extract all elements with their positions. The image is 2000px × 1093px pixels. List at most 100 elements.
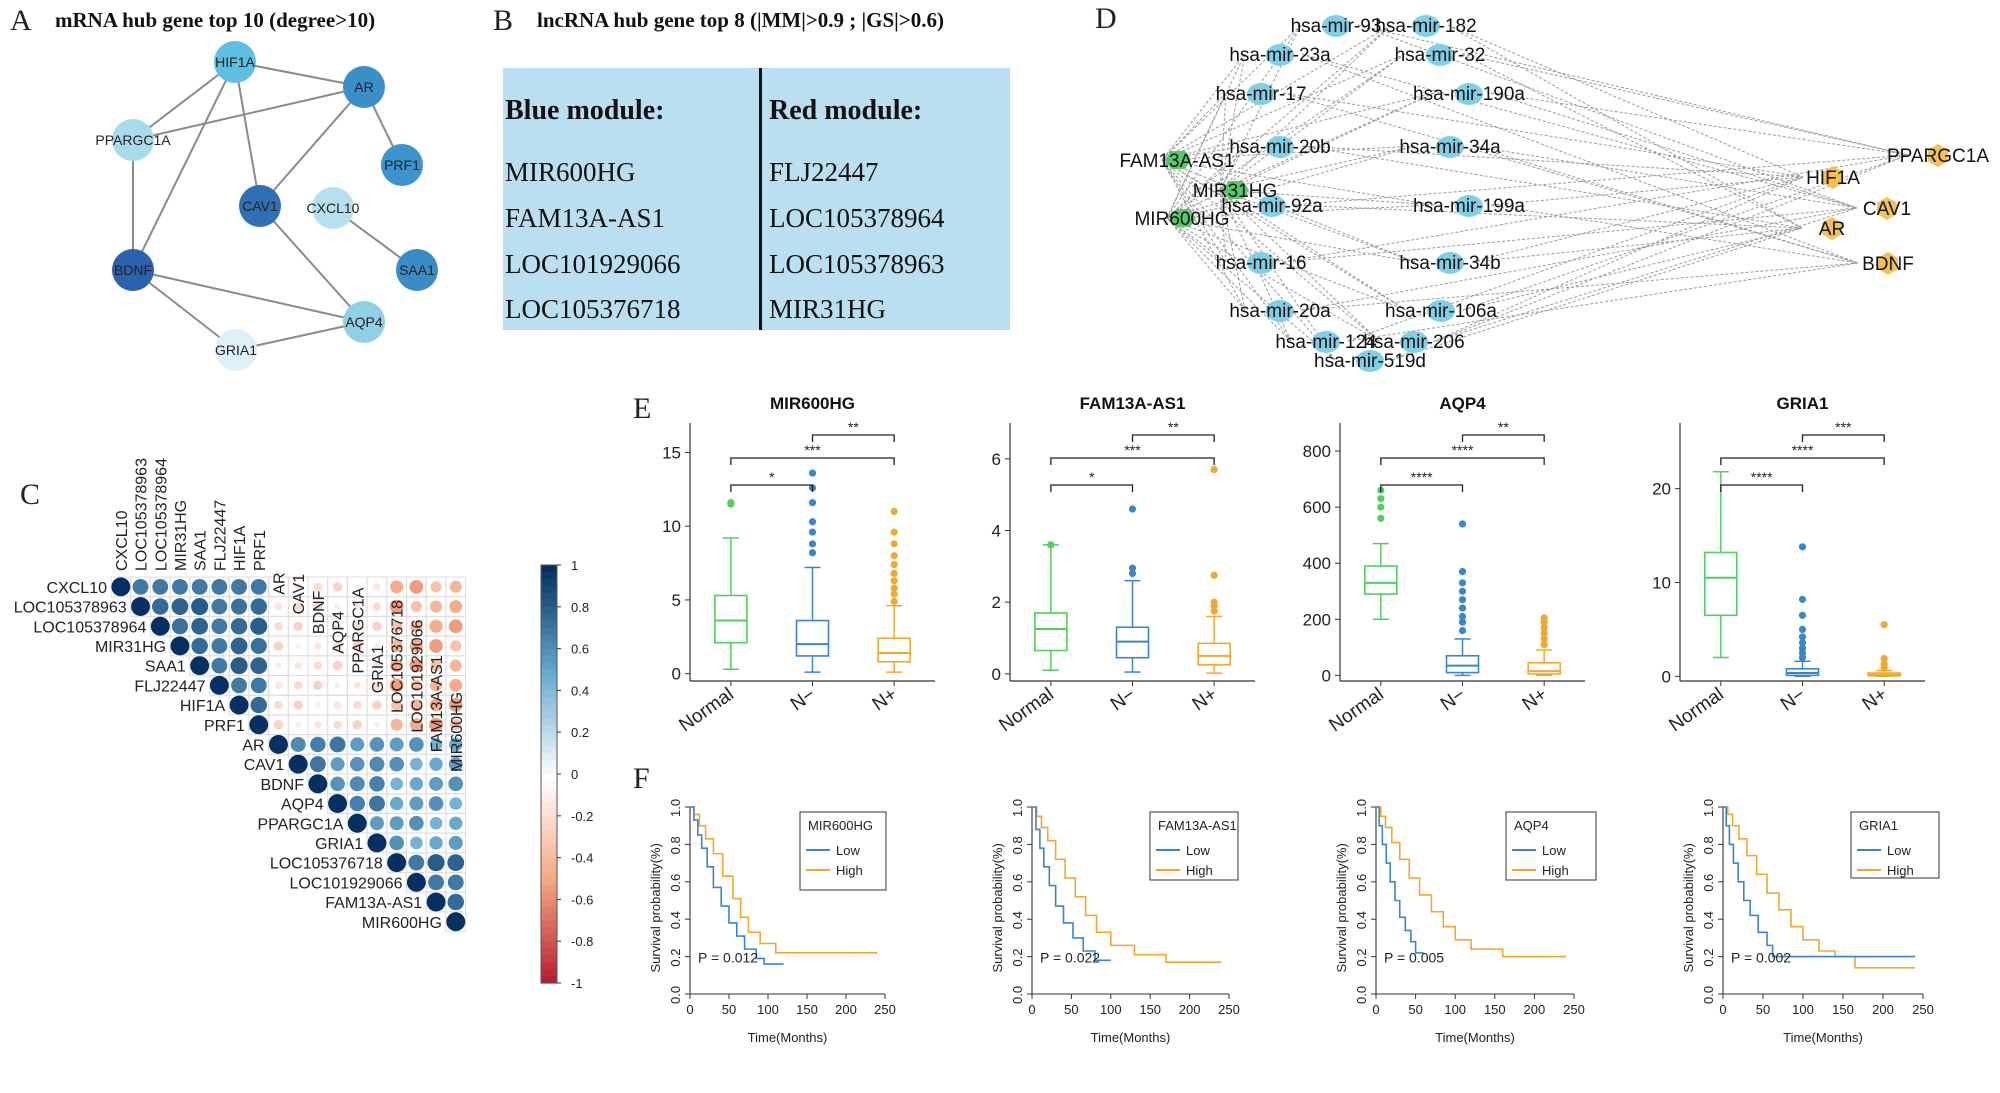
correlation-circle [353, 681, 361, 690]
box-outlier [1798, 595, 1807, 603]
y-tick-label: 0.2 [1354, 949, 1369, 967]
mirna-node-label: hsa-mir-16 [1216, 253, 1307, 274]
survival-line-low [690, 806, 784, 965]
correlation-circle [191, 578, 208, 595]
gene-node-label: BDNF [114, 262, 152, 278]
y-tick-label: 1.0 [1354, 799, 1369, 817]
y-tick-label: 0 [992, 665, 1001, 684]
colorbar-segment [541, 920, 557, 928]
y-tick-label: 0.0 [1701, 986, 1716, 1004]
y-tick-label: 800 [1303, 442, 1331, 461]
x-tick-label: 0 [686, 1002, 693, 1017]
x-tick-label: 0 [1028, 1002, 1035, 1017]
correlation-circle [131, 597, 151, 617]
correlation-circle [170, 636, 190, 656]
network-edge [1357, 24, 1909, 156]
significance-bracket [1050, 484, 1134, 492]
colorbar-segment [541, 627, 557, 636]
x-tick-label: 150 [1484, 1002, 1506, 1017]
correlation-circle [429, 836, 443, 850]
network-edge [1219, 189, 1407, 311]
box-outlier [1540, 629, 1548, 637]
correlation-circle [373, 642, 380, 649]
colorbar-segment [541, 843, 557, 852]
box-outlier [1880, 621, 1888, 629]
survival-line-low [1723, 806, 1915, 958]
survival-plot-0: 0.0 0.2 0.4 0.6 0.8 1.0 0 50 100 150 200 250 Time(Mo… [648, 799, 896, 1045]
gene-node-label: CAV1 [242, 198, 278, 214]
colorbar-segment [541, 578, 557, 587]
network-edge [1219, 145, 1246, 191]
panel-a-title: mRNA hub gene top 10 (degree>10) [55, 8, 376, 32]
x-tick-label: 250 [1912, 1002, 1934, 1017]
correlation-circle [450, 719, 462, 731]
x-tick-label: 100 [1444, 1002, 1466, 1017]
gene-node [312, 187, 354, 229]
network-edge [1161, 24, 1392, 161]
red-module-header: Red module: [769, 95, 923, 126]
correlation-circle [409, 639, 423, 653]
correlation-circle [230, 618, 248, 635]
gene-node-label: AR [354, 79, 373, 95]
significance-label: ** [848, 419, 859, 435]
colorbar-tick-label: 0.6 [571, 642, 589, 657]
correlation-circle [369, 756, 385, 772]
network-edge [132, 269, 365, 323]
correlation-circle [389, 756, 404, 772]
red-module-gene: FLJ22447 [769, 157, 879, 187]
correlation-circle [249, 715, 269, 735]
correlation-circle [314, 702, 321, 709]
x-tick-label: 50 [1408, 1002, 1422, 1017]
heatmap-row-label: CAV1 [244, 757, 285, 774]
box-outlier [1377, 503, 1385, 511]
correlation-circle [372, 621, 382, 631]
y-tick-label: 0.4 [1701, 911, 1716, 929]
correlation-circle [330, 776, 345, 792]
box-outlier [1458, 626, 1467, 635]
colorbar-segment [541, 711, 557, 719]
y-tick-label: 0.4 [1354, 911, 1369, 929]
gene-node [214, 41, 256, 83]
y-tick-label: 2 [992, 593, 1001, 612]
network-edge [1447, 24, 1803, 229]
correlation-circle [314, 642, 322, 650]
colorbar-segment [541, 822, 557, 831]
network-edge [1357, 24, 1858, 209]
colorbar-segment [541, 899, 557, 907]
box-outlier [1798, 644, 1807, 652]
box-body [1034, 612, 1068, 652]
network-edge [235, 321, 365, 351]
correlation-circle [408, 854, 425, 871]
y-tick-label: 0.2 [1701, 949, 1716, 967]
correlation-circle [372, 700, 382, 710]
y-tick-label: 0.6 [1010, 874, 1025, 892]
mrna-node [1877, 197, 1897, 220]
colorbar-segment [541, 892, 557, 900]
correlation-circle [191, 637, 208, 655]
correlation-circle [449, 816, 463, 830]
mirna-node [1412, 15, 1440, 37]
network-edge [1293, 154, 1909, 206]
network-edge [1490, 204, 1859, 264]
colorbar-segment [541, 774, 557, 782]
mirna-node [1436, 252, 1464, 274]
x-axis-label: Time(Months) [748, 1030, 828, 1045]
box-outlier [1880, 660, 1888, 668]
correlation-circle [290, 736, 306, 752]
heatmap-grid-cell [445, 911, 467, 933]
x-tick-label: N− [1777, 684, 1809, 715]
box-outlier [808, 528, 817, 536]
panel-b-title: lncRNA hub gene top 8 (|MM|>0.9 ; |GS|>0… [537, 8, 945, 32]
correlation-circle [409, 777, 424, 791]
mrna-node-label: AR [1819, 219, 1845, 240]
y-axis-label: Survival probability(%) [990, 843, 1005, 972]
legend-label-low: Low [1887, 843, 1911, 858]
colorbar-tick-label: 0.4 [571, 683, 589, 698]
y-tick-label: 0.4 [668, 911, 683, 929]
correlation-circle [333, 641, 342, 651]
correlation-circle [390, 639, 403, 653]
correlation-circle [448, 835, 463, 850]
heatmap-row-label: MIR31HG [95, 639, 166, 656]
significance-label: **** [1411, 469, 1433, 485]
colorbar-segment [541, 662, 557, 671]
